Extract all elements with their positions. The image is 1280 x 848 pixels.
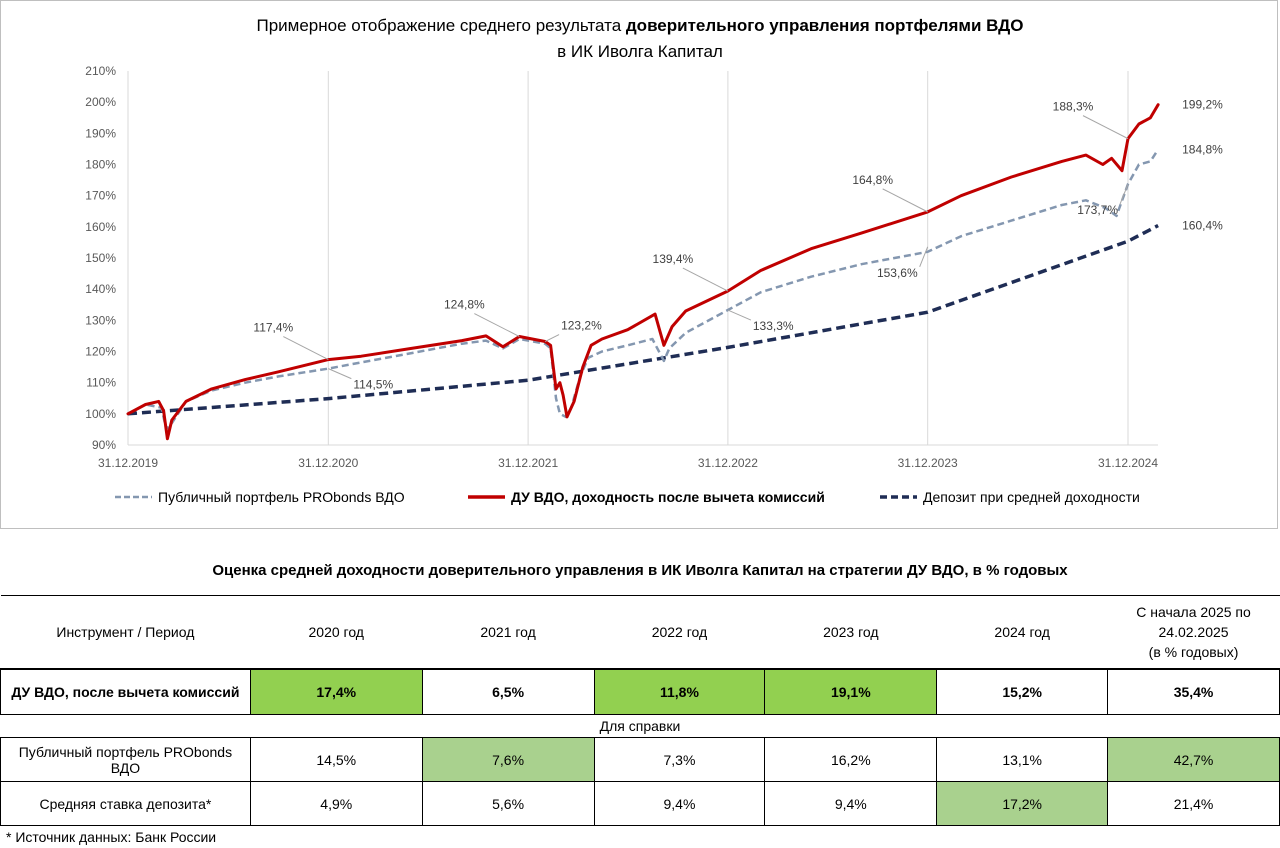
annotation-leader <box>919 246 929 267</box>
table-cell: 19,1% <box>764 668 938 715</box>
performance-table: Инструмент / Период 2020 год 2021 год 20… <box>0 595 1280 826</box>
chart-title-bold: доверительного управления портфелями ВДО <box>625 16 1024 35</box>
header-2020: 2020 год <box>308 624 364 640</box>
table-cell: 7,6% <box>421 737 595 782</box>
data-label: 199,2% <box>1182 98 1223 112</box>
series-line-1 <box>126 103 1160 441</box>
y-tick-label: 160% <box>85 220 116 234</box>
table-cell: 7,3% <box>593 737 766 782</box>
legend-label: Депозит при средней доходности <box>923 489 1140 505</box>
y-tick-label: 150% <box>85 251 116 265</box>
annotation-leader <box>1119 183 1129 205</box>
y-tick-label: 130% <box>85 313 116 327</box>
table-row-probonds: Публичный портфель PRObonds ВДО 14,5% 7,… <box>0 737 1280 782</box>
chart-title-line1: Примерное отображение среднего результат… <box>0 16 1280 36</box>
table-cell: 42,7% <box>1107 737 1280 782</box>
data-label: 139,4% <box>653 252 694 266</box>
y-tick-label: 170% <box>85 189 116 203</box>
table-cell: 15,2% <box>936 668 1109 715</box>
chart-title-normal: Примерное отображение среднего результат… <box>256 16 626 35</box>
annotation-leader <box>1082 115 1129 140</box>
table-cell: 11,8% <box>593 668 766 715</box>
chart-frame <box>0 0 1278 529</box>
header-instrument: Инструмент / Период <box>56 624 195 640</box>
header-ytd-line2: 24.02.2025 <box>1158 624 1229 640</box>
y-tick-label: 190% <box>85 126 116 140</box>
table-title: Оценка средней доходности доверительного… <box>212 562 1068 579</box>
table-cell: 13,1% <box>936 737 1109 782</box>
data-label: 153,6% <box>877 266 918 280</box>
table-cell: 16,2% <box>764 737 938 782</box>
y-tick-label: 210% <box>85 64 116 78</box>
x-tick-label: 31.12.2024 <box>1098 456 1158 470</box>
header-2022: 2022 год <box>651 624 708 640</box>
data-label: 173,7% <box>1077 203 1118 217</box>
x-tick-label: 31.12.2022 <box>698 456 758 470</box>
y-tick-label: 140% <box>85 282 116 296</box>
header-2021: 2021 год <box>480 624 536 640</box>
y-tick-label: 100% <box>85 407 116 421</box>
table-row-du-vdo: ДУ ВДО, после вычета комиссий 17,4% 6,5%… <box>0 668 1280 715</box>
table-cell: 17,2% <box>936 781 1109 826</box>
data-label: 184,8% <box>1182 143 1223 157</box>
table-cell: 21,4% <box>1107 781 1280 826</box>
table-cell: 17,4% <box>249 668 423 715</box>
header-ytd: С начала 2025 по 24.02.2025 (в % годовых… <box>1108 596 1280 670</box>
table-cell: 14,5% <box>249 737 423 782</box>
table-cell: 35,4% <box>1107 668 1280 715</box>
data-label: 164,8% <box>852 173 893 187</box>
y-tick-label: 90% <box>92 438 116 452</box>
table-row-deposit: Средняя ставка депозита* 4,9% 5,6% 9,4% … <box>0 781 1280 826</box>
data-label: 188,3% <box>1053 100 1094 114</box>
reference-label: Для справки <box>599 718 681 734</box>
header-2023: 2023 год <box>823 624 879 640</box>
table-cell: 4,9% <box>249 781 423 826</box>
y-tick-label: 120% <box>85 345 116 359</box>
series-line-2 <box>127 224 1159 416</box>
data-label: 123,2% <box>561 319 602 333</box>
x-tick-label: 31.12.2021 <box>498 456 558 470</box>
table-cell: 9,4% <box>764 781 938 826</box>
legend-label: Публичный портфель PRObonds ВДО <box>158 489 405 505</box>
annotation-leader <box>682 267 729 292</box>
data-label: 114,5% <box>353 378 393 392</box>
annotation-leader <box>328 368 352 380</box>
data-label: 160,4% <box>1182 219 1223 233</box>
y-tick-label: 180% <box>85 158 116 172</box>
chart-title-line2: в ИК Иволга Капитал <box>557 42 723 61</box>
row-label: Публичный портфель PRObonds ВДО <box>0 737 251 782</box>
row-label: ДУ ВДО, после вычета комиссий <box>0 668 251 715</box>
series-line-0 <box>127 148 1160 431</box>
header-2024: 2024 год <box>994 624 1050 640</box>
x-tick-label: 31.12.2023 <box>898 456 958 470</box>
line-chart: 31.12.2019 31.12.2020 31.12.2021 31.12.2022… <box>85 64 1223 505</box>
row-label: Средняя ставка депозита* <box>0 781 251 826</box>
header-ytd-line3: (в % годовых) <box>1148 644 1239 660</box>
data-label: 133,3% <box>753 319 794 333</box>
annotation-leader <box>283 336 329 361</box>
table-cell: 6,5% <box>421 668 595 715</box>
data-label: 124,8% <box>444 298 485 312</box>
x-tick-label: 31.12.2020 <box>298 456 358 470</box>
header-ytd-line1: С начала 2025 по <box>1136 604 1251 620</box>
annotation-leader <box>727 309 752 321</box>
annotation-leader <box>544 334 560 342</box>
data-label: 117,4% <box>253 321 293 335</box>
table-cell: 9,4% <box>593 781 766 826</box>
table-reference-row: Для справки <box>1 715 1280 738</box>
table-header-row: Инструмент / Период 2020 год 2021 год 20… <box>0 595 1280 670</box>
footnote: * Источник данных: Банк России <box>6 829 217 845</box>
x-tick-label: 31.12.2019 <box>98 456 158 470</box>
annotation-leader <box>882 188 928 213</box>
legend-label: ДУ ВДО, доходность после вычета комиссий <box>511 489 825 505</box>
y-tick-label: 200% <box>85 95 116 109</box>
y-tick-label: 110% <box>86 376 116 390</box>
annotation-leader <box>474 313 520 337</box>
table-cell: 5,6% <box>421 781 595 826</box>
